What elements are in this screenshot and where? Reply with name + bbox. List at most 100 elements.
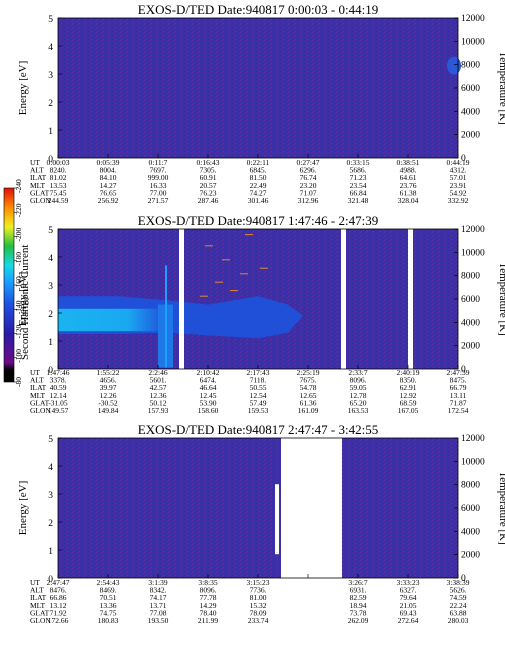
y2-tick-label: 12000: [461, 434, 485, 444]
annotation-value: 8475.: [450, 376, 467, 385]
annotation-value: 57.01: [450, 173, 467, 182]
annotation-value: 14.27: [100, 181, 117, 190]
annotation-value: 71.92: [50, 608, 67, 617]
y2-tick-label: 8000: [461, 61, 480, 71]
annotation-value: -31.05: [48, 398, 68, 407]
annotation-value: 6931.: [350, 586, 367, 595]
annotation-value: 84.10: [100, 173, 117, 182]
annotation-value: 46.64: [200, 383, 217, 392]
annotation-value: 2:40:19: [397, 368, 420, 377]
annotation-value: 0:16:43: [197, 158, 220, 167]
panel-title: EXOS-D/TED Date:940817 2:47:47 - 3:42:55: [138, 422, 378, 437]
annotation-value: 60.91: [200, 173, 217, 182]
annotation-value: 79.64: [400, 593, 417, 602]
annotation-value: 16.33: [150, 181, 167, 190]
y-axis-label: Energy [eV]: [17, 272, 29, 326]
annotation-row-label: ILAT: [30, 383, 47, 392]
annotation-row-label: GLON: [30, 196, 51, 205]
annotation-value: 75.45: [50, 188, 67, 197]
y2-axis-label: Temperature [K]: [497, 262, 505, 335]
annotation-row-label: GLAT: [30, 608, 50, 617]
annotation-value: 332.92: [448, 196, 469, 205]
y-tick-label: 4: [48, 43, 53, 53]
annotation-row-label: GLON: [30, 406, 51, 415]
y-axis-label: Energy [eV]: [17, 481, 29, 535]
annotation-value: 161.09: [298, 406, 319, 415]
y-axis-label: Energy [eV]: [17, 61, 29, 115]
annotation-value: 999.00: [148, 173, 169, 182]
annotation-value: 2:2:46: [148, 368, 167, 377]
annotation-value: 8342.: [150, 586, 167, 595]
annotation-value: 328.04: [398, 196, 419, 205]
annotation-value: 8350.: [400, 376, 417, 385]
annotation-value: 71.07: [300, 188, 317, 197]
annotation-value: 172.54: [448, 406, 469, 415]
annotation-value: 21.05: [400, 601, 417, 610]
annotation-value: 233.74: [248, 616, 269, 625]
annotation-value: 22.24: [450, 601, 467, 610]
heatmap-feature: [165, 265, 167, 368]
data-gap: [275, 484, 279, 555]
y-tick-label: 1: [48, 338, 53, 348]
annotation-value: 158.60: [198, 406, 219, 415]
annotation-value: 6845.: [250, 166, 267, 175]
colorbar-tick-label: -80: [14, 377, 23, 387]
annotation-value: 76.74: [300, 173, 317, 182]
annotation-value: 7697.: [150, 166, 167, 175]
colorbar: -80 -100 -120 -140 -160 -180 -200 -220 -240 Seco…: [3, 179, 31, 387]
annotation-value: 53.90: [200, 398, 217, 407]
colorbar-tick-label: -200: [14, 228, 23, 242]
annotation-row-label: GLAT: [30, 188, 50, 197]
annotation-value: 0:33:15: [347, 158, 370, 167]
annotation-value: 14.29: [200, 601, 217, 610]
annotation-value: 77.00: [150, 188, 167, 197]
annotation-value: 167.05: [398, 406, 419, 415]
annotation-value: 74.17: [150, 593, 167, 602]
annotation-value: 13.36: [100, 601, 117, 610]
y-tick-label: 4: [48, 254, 53, 264]
annotation-value: 12.92: [400, 391, 417, 400]
annotation-value: 4988.: [400, 166, 417, 175]
annotation-value: 2:10:42: [197, 368, 220, 377]
annotation-value: 2:25:19: [297, 368, 320, 377]
y-tick-label: 0: [48, 575, 53, 585]
y-tick-label: 3: [48, 282, 53, 292]
annotation-value: 0:00:03: [47, 158, 70, 167]
data-gap: [341, 229, 346, 369]
annotation-value: 2:54:43: [97, 578, 120, 587]
y2-tick-label: 0: [461, 365, 466, 375]
colorbar-tick-label: -160: [14, 276, 23, 290]
annotation-value: 0:11:7: [149, 158, 168, 167]
y-tick-label: 2: [48, 519, 53, 529]
annotation-value: 74.27: [250, 188, 267, 197]
colorbar-tick-label: -140: [14, 300, 23, 314]
annotation-value: 12.78: [350, 391, 367, 400]
colorbar-tick-label: -240: [14, 179, 23, 193]
annotation-row-label: UT: [30, 158, 40, 167]
annotation-value: 12.65: [300, 391, 317, 400]
annotation-value: 180.83: [98, 616, 119, 625]
annotation-value: 50.12: [150, 398, 167, 407]
annotation-value: 8476.: [50, 586, 67, 595]
annotation-value: 4312.: [450, 166, 467, 175]
colorbar-tick-label: -220: [14, 203, 23, 217]
annotation-value: 163.53: [348, 406, 369, 415]
annotation-value: 8469.: [100, 586, 117, 595]
annotation-value: 0:44:19: [447, 158, 470, 167]
heatmap-feature: [447, 56, 461, 75]
annotation-value: 7305.: [200, 166, 217, 175]
annotation-row-label: ALT: [30, 376, 44, 385]
annotation-value: 71.87: [450, 398, 467, 407]
annotation-value: 4656.: [100, 376, 117, 385]
annotation-value: 3:26:7: [348, 578, 367, 587]
annotation-value: 5686.: [350, 166, 367, 175]
annotation-value: 149.84: [98, 406, 119, 415]
annotation-value: 61.36: [300, 398, 317, 407]
annotation-row-label: UT: [30, 368, 40, 377]
annotation-value: 15.32: [250, 601, 267, 610]
y2-axis-label: Temperature [K]: [497, 471, 505, 544]
annotation-value: 78.09: [250, 608, 267, 617]
annotation-value: 66.84: [350, 188, 367, 197]
annotation-value: 6327.: [400, 586, 417, 595]
annotation-value: 23.91: [450, 181, 467, 190]
